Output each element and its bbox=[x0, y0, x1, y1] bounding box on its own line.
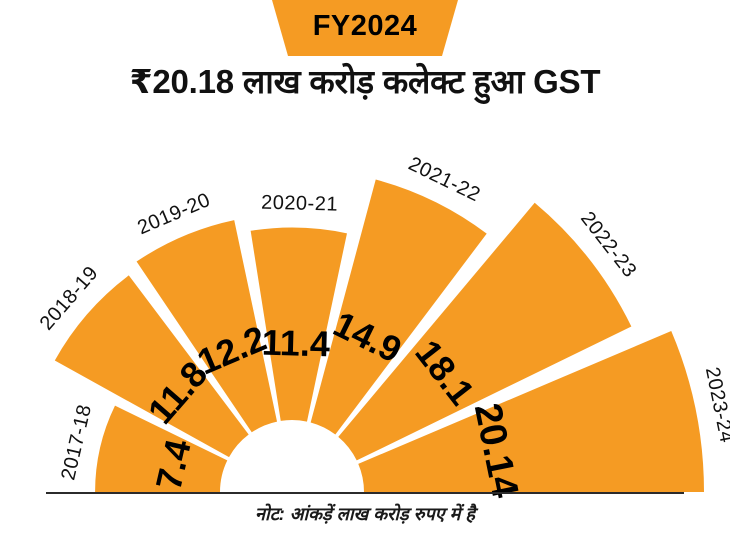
chart-segment bbox=[54, 275, 249, 458]
segment-value-label: 11.4 bbox=[261, 322, 330, 365]
footer-note: नोट: आंकड़ें लाख करोड़ रुपए में है bbox=[255, 504, 475, 524]
footer-divider bbox=[46, 492, 684, 494]
segment-year-label: 2023-24 bbox=[701, 365, 730, 445]
segment-year-label: 2017-18 bbox=[57, 402, 96, 482]
header-banner: FY2024 bbox=[0, 0, 730, 58]
chart-segments bbox=[54, 179, 704, 492]
chart-segment bbox=[310, 179, 487, 435]
chart-segment bbox=[338, 202, 632, 461]
chart-segment bbox=[95, 405, 228, 492]
banner-shape bbox=[272, 0, 458, 56]
chart-segment bbox=[250, 227, 347, 422]
segment-year-label: 2020-21 bbox=[261, 192, 338, 216]
banner-label: FY2024 bbox=[312, 9, 418, 42]
chart-segment bbox=[136, 220, 278, 433]
page-title: ₹20.18 लाख करोड़ कलेक्ट हुआ GST bbox=[129, 63, 601, 100]
chart-segment bbox=[358, 331, 704, 492]
